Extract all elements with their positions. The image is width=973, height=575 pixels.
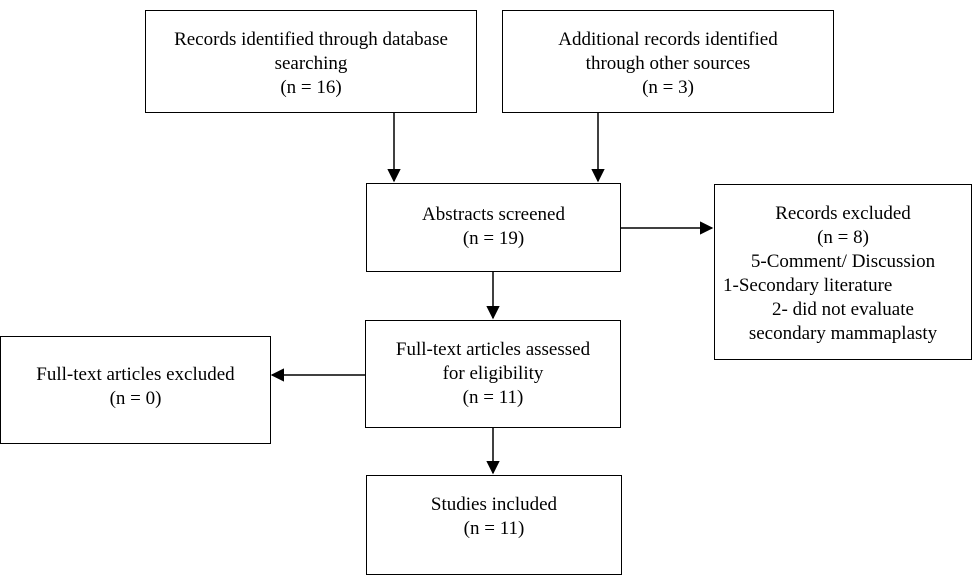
records-excluded-count: (n = 8) — [817, 227, 869, 248]
other-sources-count: (n = 3) — [642, 77, 694, 98]
studies-included-box: Studies included (n = 11) — [366, 475, 622, 575]
abstracts-screened-label: Abstracts screened — [422, 204, 565, 225]
database-search-count: (n = 16) — [280, 77, 342, 98]
other-sources-line-1: Additional records identified — [558, 29, 778, 50]
other-sources-box: Additional records identified through ot… — [502, 10, 834, 113]
abstracts-screened-box: Abstracts screened (n = 19) — [366, 183, 621, 272]
records-excluded-reason-2: 1-Secondary literature — [723, 275, 893, 296]
other-sources-line-2: through other sources — [585, 53, 751, 74]
fulltext-assessed-box: Full-text articles assessed for eligibil… — [365, 320, 621, 428]
fulltext-assessed-count: (n = 11) — [462, 387, 524, 408]
records-excluded-label: Records excluded — [775, 203, 911, 224]
fulltext-assessed-line-2: for eligibility — [442, 363, 544, 384]
fulltext-excluded-box: Full-text articles excluded (n = 0) — [0, 336, 271, 444]
database-search-box: Records identified through database sear… — [145, 10, 477, 113]
fulltext-excluded-count: (n = 0) — [109, 388, 162, 409]
records-excluded-reason-3a: 2- did not evaluate — [772, 299, 914, 320]
studies-included-label: Studies included — [430, 494, 558, 515]
studies-included-count: (n = 11) — [463, 518, 525, 539]
database-search-line-2: searching — [274, 53, 348, 74]
records-excluded-reason-3b: secondary mammaplasty — [748, 323, 938, 344]
records-excluded-box: Records excluded (n = 8) 5-Comment/ Disc… — [714, 184, 972, 360]
fulltext-excluded-label: Full-text articles excluded — [36, 364, 235, 385]
fulltext-assessed-line-1: Full-text articles assessed — [395, 339, 591, 360]
abstracts-screened-count: (n = 19) — [462, 228, 525, 249]
database-search-line-1: Records identified through database — [174, 29, 448, 50]
records-excluded-reason-1: 5-Comment/ Discussion — [750, 251, 936, 272]
